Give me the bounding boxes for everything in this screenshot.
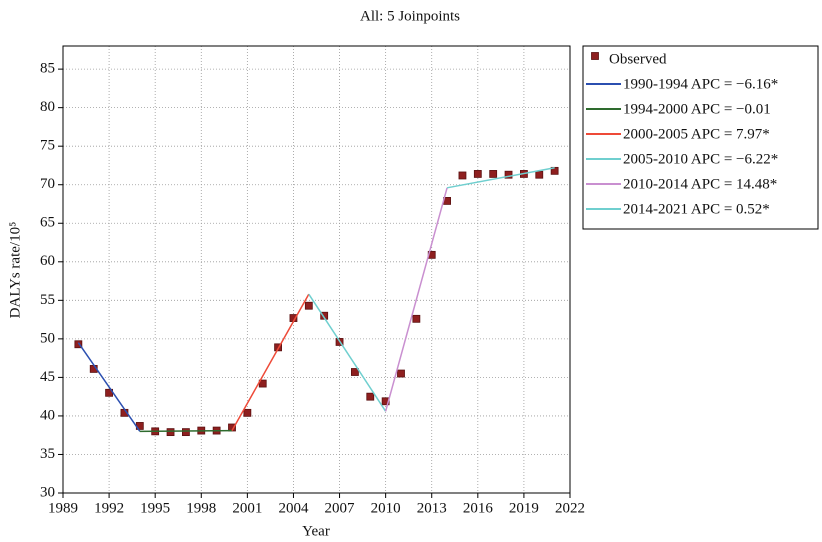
marker [304,301,313,310]
marker [504,170,513,179]
marker [320,311,329,320]
marker [458,171,467,180]
marker [182,428,190,437]
x-tick-label: 1998 [186,500,216,516]
x-tick-label: 2001 [232,500,262,516]
y-tick-label: 75 [40,138,55,154]
marker [166,428,175,437]
y-tick-label: 60 [40,253,55,269]
marker [489,170,498,178]
plot-frame [62,45,571,494]
legend-label: 2000-2005 APC = 7.97* [623,126,770,142]
marker [550,166,559,175]
y-tick-label: 50 [40,330,55,346]
marker [535,170,544,179]
y-tick-label: 35 [40,446,55,462]
legend-label: 2010-2014 APC = 14.48* [623,176,777,192]
legend-label: 1994-2000 APC = −0.01 [623,101,771,117]
fit-line [446,167,555,189]
y-tick-label: 85 [40,61,55,77]
y-tick-label: 30 [40,484,55,500]
marker [366,392,375,401]
marker [412,314,421,323]
fit-line [231,293,310,431]
x-axis-label: Year [302,523,330,539]
chart-title: All: 5 Joinpoints [360,8,460,24]
y-tick-label: 55 [40,292,55,308]
x-tick-label: 1995 [140,500,170,516]
x-tick-label: 1989 [48,500,78,516]
y-tick-label: 65 [40,215,55,231]
legend-label: 2005-2010 APC = −6.22* [623,151,778,167]
fit-line [384,187,448,412]
x-tick-label: 2019 [509,500,539,516]
legend-box [582,45,819,230]
marker [351,368,359,376]
x-tick-label: 2016 [463,500,494,516]
x-tick-label: 2013 [417,500,447,516]
x-tick-label: 2022 [555,500,585,516]
y-tick-label: 80 [40,99,55,115]
legend-label: 1990-1994 APC = −6.16* [623,76,778,92]
y-tick-label: 70 [40,176,55,192]
marker [473,170,482,178]
legend-marker [591,52,599,60]
fit-line [77,342,141,432]
x-tick-label: 2004 [278,500,309,516]
marker [243,408,252,417]
fit-line [308,293,387,412]
legend-label: Observed [609,51,667,67]
y-tick-label: 40 [40,407,55,423]
x-tick-label: 1992 [94,500,124,516]
y-axis-label: DALYs rate/10⁵ [7,222,23,319]
fit-line [139,429,233,433]
x-tick-label: 2010 [371,500,401,516]
marker [397,369,405,378]
marker [74,340,83,349]
x-tick-label: 2007 [325,500,356,516]
legend-label: 2014-2021 APC = 0.52* [623,201,770,217]
y-tick-label: 45 [40,369,55,385]
